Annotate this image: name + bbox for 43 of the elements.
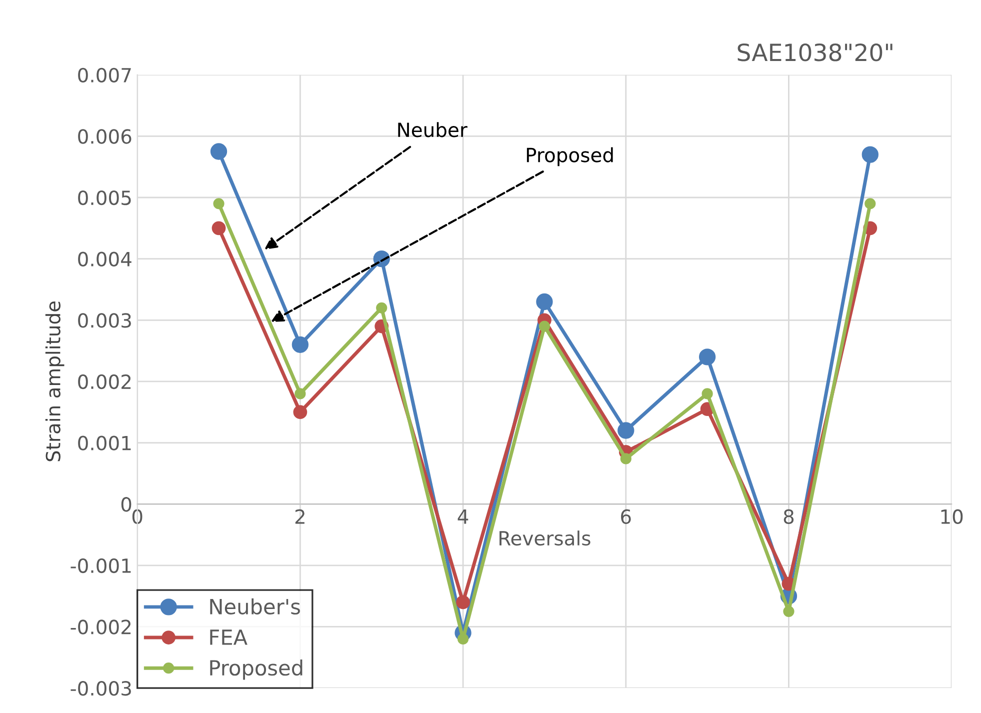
y-tick-label: 0.006	[78, 129, 132, 144]
point	[213, 198, 224, 210]
point	[783, 606, 794, 617]
point	[376, 302, 388, 314]
x-tick-label: 6	[621, 509, 631, 524]
point	[456, 595, 470, 610]
y-axis-title: Strain amplitude	[45, 301, 64, 462]
point	[536, 293, 553, 310]
legend-label: Proposed	[210, 660, 302, 680]
y-tick-label: 0	[121, 497, 132, 512]
annotation: Neuber	[398, 122, 468, 138]
point	[457, 633, 469, 645]
point	[293, 405, 308, 420]
point	[212, 221, 226, 236]
point	[618, 422, 634, 439]
point	[294, 388, 306, 400]
chart-title: SAE1038"20"	[738, 43, 892, 62]
point	[862, 146, 878, 163]
y-tick-label: 0.005	[78, 190, 131, 206]
y-tick-label: -0.003	[70, 681, 131, 696]
legend-label: Neuber's	[210, 598, 300, 615]
y-tick-label: 0.003	[78, 313, 131, 328]
y-tick-label: 0.001	[78, 436, 131, 450]
point	[864, 198, 876, 210]
y-tick-label: -0.002	[70, 620, 131, 634]
point	[210, 143, 228, 160]
y-tick-label: -0.001	[70, 558, 131, 574]
x-tick-label: 4	[458, 510, 468, 524]
point	[702, 388, 713, 400]
y-tick-label: 0.002	[78, 374, 131, 390]
y-tick-label: 0.004	[78, 252, 132, 266]
point	[620, 453, 632, 464]
point	[538, 320, 550, 332]
y-tick-label: 0.007	[78, 68, 131, 83]
x-tick-label: 2	[295, 509, 304, 524]
x-tick-label: 10	[941, 509, 963, 524]
annotation: Proposed	[526, 147, 613, 166]
x-tick-label: 0	[132, 509, 142, 524]
legend-label: FEA	[210, 630, 248, 645]
point	[698, 348, 716, 366]
point	[292, 336, 309, 353]
x-tick-label: 8	[784, 509, 794, 524]
x-axis-title: Reversals	[500, 530, 590, 546]
